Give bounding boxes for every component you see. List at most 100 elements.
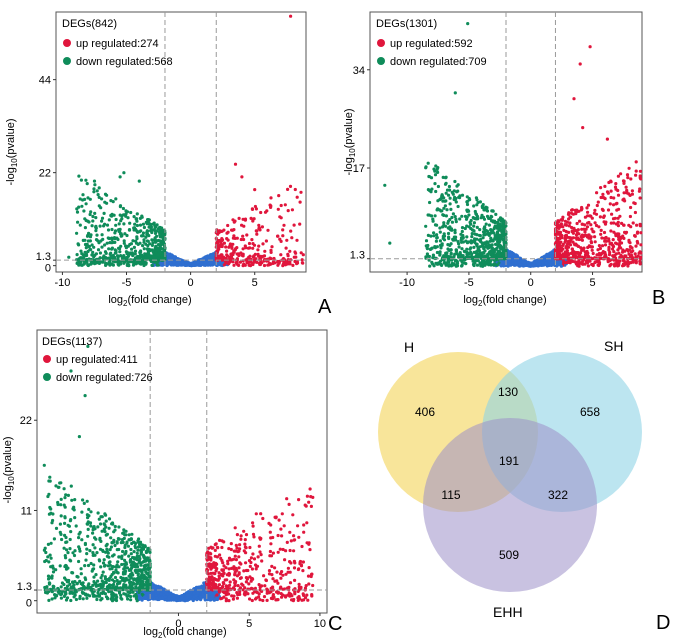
panel-a-point-up (289, 229, 293, 233)
panel-a-point-down (96, 248, 101, 252)
panel-b-point-up (560, 217, 565, 222)
panel-b-point-up (639, 243, 643, 247)
panel-b-point-up (634, 173, 638, 177)
panel-a-point-down (103, 200, 107, 204)
panel-a-point-down-outlier (122, 171, 126, 175)
panel-a-point-up (272, 258, 276, 262)
panel-b-point-up (573, 242, 577, 246)
panel-a-point-down (124, 209, 128, 213)
panel-b-point-up (611, 238, 615, 242)
panel-b-point-up (559, 233, 563, 237)
panel-a-point-up (255, 232, 259, 236)
panel-a-point-down (148, 248, 152, 252)
panel-b-point-ns (547, 259, 551, 263)
panel-b-point-up (598, 215, 603, 219)
panel-a-xlabel: log2(fold change) (108, 294, 191, 308)
panel-b-point-up (580, 222, 585, 226)
panel-a-point-up (293, 187, 297, 192)
panel-a-point-up (224, 245, 228, 249)
panel-b-point-up (584, 227, 588, 231)
panel-a-point-base (125, 263, 129, 267)
panel-b-point-up (570, 208, 575, 212)
panel-a-point-up (292, 223, 296, 227)
panel-b-point-ns (517, 260, 521, 264)
panel-a-point-down (114, 223, 118, 227)
panel-a-point-down (97, 204, 101, 208)
panel-a-point-up (252, 217, 256, 221)
panel-a-point-base (283, 263, 288, 267)
panel-b-point-base (479, 262, 483, 266)
panel-a-point-down (94, 224, 98, 228)
panel-a-point-base (300, 261, 304, 265)
panel-b-point-base (591, 262, 595, 266)
panel-b-point-up (586, 245, 590, 250)
panel-a-point-down (113, 229, 118, 233)
panel-b-point-up (603, 184, 607, 188)
panel-a-xtick-label: 5 (252, 277, 258, 289)
panel-a-point-down (103, 192, 108, 196)
panel-a-point-base (238, 260, 242, 264)
panel-b-point-up (559, 255, 563, 259)
panel-a-point-down (155, 223, 159, 227)
panel-a-point-up (231, 242, 235, 246)
panel-b-point-up (585, 253, 589, 257)
panel-b-point-base (617, 263, 621, 267)
panel-b-point-up (627, 192, 631, 196)
panel-a-point-up (266, 228, 270, 232)
panel-b-point-up (585, 206, 589, 210)
panel-a-point-up (225, 237, 229, 241)
panel-a-point-up (247, 241, 252, 246)
panel-b-point-up (638, 196, 642, 200)
panel-a-legend: DEGs(842) up regulated:274 down regulate… (62, 18, 173, 68)
panel-b-point-up (624, 231, 628, 235)
panel-a-point-down (107, 247, 111, 251)
panel-a-point-down (80, 204, 84, 208)
panel-b-point-up (622, 179, 626, 183)
panel-b-point-up (580, 227, 584, 231)
panel-b-point-up (565, 242, 570, 246)
panel-a-plot-area (56, 12, 306, 272)
panel-b-point-up (596, 253, 601, 257)
panel-a-point-down (135, 235, 139, 239)
panel-a-point-down (141, 231, 145, 235)
panel-a-point-base (248, 264, 253, 268)
panel-a-point-down (128, 221, 132, 225)
panel-b-point-up (580, 205, 584, 210)
panel-a-point-down (90, 243, 94, 247)
panel-a-point-up (290, 236, 294, 240)
panel-b-point-ns (548, 251, 553, 255)
panel-a-point-down (130, 252, 134, 256)
panel-a-point-down (124, 250, 128, 254)
panel-a-point-base (291, 263, 295, 267)
panel-a-point-ns (210, 254, 214, 258)
panel-a-point-up (284, 246, 288, 250)
panel-a-point-base (86, 263, 90, 268)
panel-a-point-down (134, 217, 138, 221)
panel-b-point-up (578, 219, 582, 223)
panel-a-point-base (83, 261, 87, 265)
panel-a-ytick-label: 0 (45, 263, 51, 275)
panel-b-point-up (630, 253, 634, 258)
panel-a-point-down (109, 254, 113, 259)
panel-a-point-down (135, 212, 139, 216)
panel-a-point-down (84, 252, 89, 256)
panel-a-point-down (88, 197, 92, 201)
panel-a-point-up (300, 258, 304, 262)
panel-a-point-up-outlier (285, 238, 289, 242)
panel-a-point-up (261, 242, 265, 246)
panel-b-point-up (612, 250, 616, 254)
panel-a-point-down (100, 216, 105, 220)
panel-a-point-down (84, 178, 88, 182)
panel-b-point-up (586, 203, 591, 207)
panel-b-point-up (583, 230, 587, 234)
panel-a-point-up (233, 236, 237, 240)
panel-a-point-down (115, 236, 119, 240)
panel-a-point-base (110, 262, 114, 266)
panel-a-point-down (126, 216, 130, 220)
panel-b-point-up (599, 228, 603, 232)
panel-a-point-up (240, 223, 244, 227)
panel-a-point-up (239, 251, 243, 255)
panel-b-point-down (487, 223, 491, 227)
panel-a-point-down (80, 252, 84, 256)
panel-b-point-up (570, 247, 574, 251)
